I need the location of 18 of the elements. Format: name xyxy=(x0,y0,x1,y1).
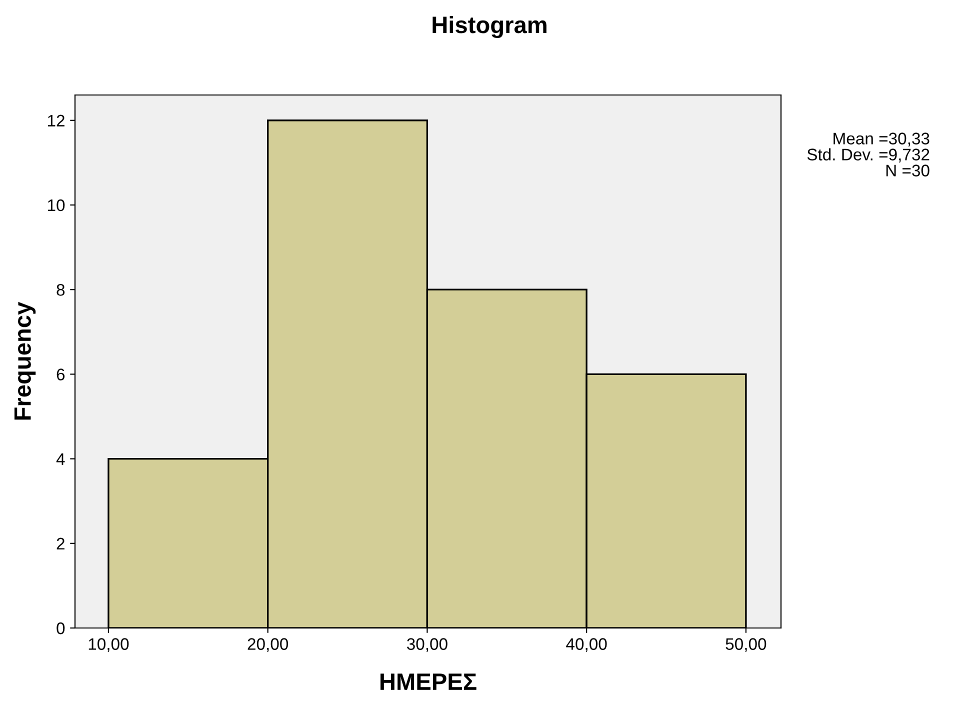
y-tick-label: 0 xyxy=(56,622,65,634)
y-tick-label: 6 xyxy=(56,368,65,380)
chart-title: Histogram xyxy=(432,16,546,38)
x-tick-label: 20,00 xyxy=(248,638,288,652)
y-axis-title: Frequency xyxy=(14,302,36,420)
y-tick-label: 12 xyxy=(48,114,64,126)
text: Std. Dev. =9,732 xyxy=(807,148,930,162)
x-tick-label: 30,00 xyxy=(406,638,448,652)
y-tick-label: 2 xyxy=(56,538,64,550)
y-tick-label: 8 xyxy=(56,284,65,296)
text: N =30 xyxy=(886,164,930,176)
x-axis-title: ΗΜΕΡΕΣ xyxy=(380,674,476,690)
x-tick-label: 40,00 xyxy=(566,638,607,652)
x-tick-label: 50,00 xyxy=(726,638,766,652)
y-tick-label: 10 xyxy=(48,199,65,212)
y-tick-label: 4 xyxy=(56,453,65,465)
x-tick-label: 10,00 xyxy=(88,638,129,652)
text: Mean =30,33 xyxy=(834,132,930,146)
